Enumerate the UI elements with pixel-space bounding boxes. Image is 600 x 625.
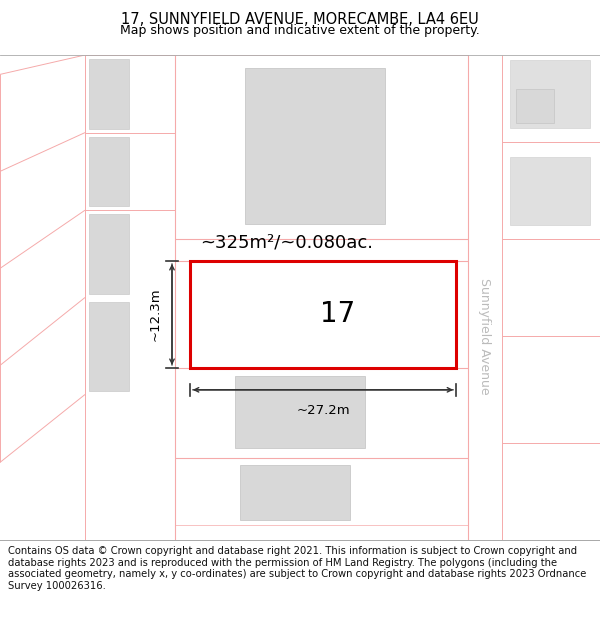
Text: 17: 17 (320, 301, 356, 329)
Text: Contains OS data © Crown copyright and database right 2021. This information is : Contains OS data © Crown copyright and d… (8, 546, 586, 591)
Text: ~27.2m: ~27.2m (296, 404, 350, 417)
Text: ~12.3m: ~12.3m (149, 288, 162, 341)
Bar (510, 60, 590, 127)
Bar (89, 137, 129, 206)
Bar (89, 59, 129, 129)
Bar (235, 376, 365, 448)
Bar (190, 261, 456, 368)
Text: Map shows position and indicative extent of the property.: Map shows position and indicative extent… (120, 24, 480, 38)
Bar (239, 274, 451, 355)
Bar (89, 214, 129, 294)
Bar (516, 89, 554, 123)
Bar (89, 301, 129, 391)
Text: 17, SUNNYFIELD AVENUE, MORECAMBE, LA4 6EU: 17, SUNNYFIELD AVENUE, MORECAMBE, LA4 6E… (121, 12, 479, 27)
Text: Sunnyfield Avenue: Sunnyfield Avenue (479, 278, 491, 394)
Text: ~325m²/~0.080ac.: ~325m²/~0.080ac. (200, 233, 373, 251)
Bar (245, 68, 385, 224)
Bar (240, 464, 350, 521)
Bar (468, 55, 502, 540)
Bar (510, 157, 590, 225)
